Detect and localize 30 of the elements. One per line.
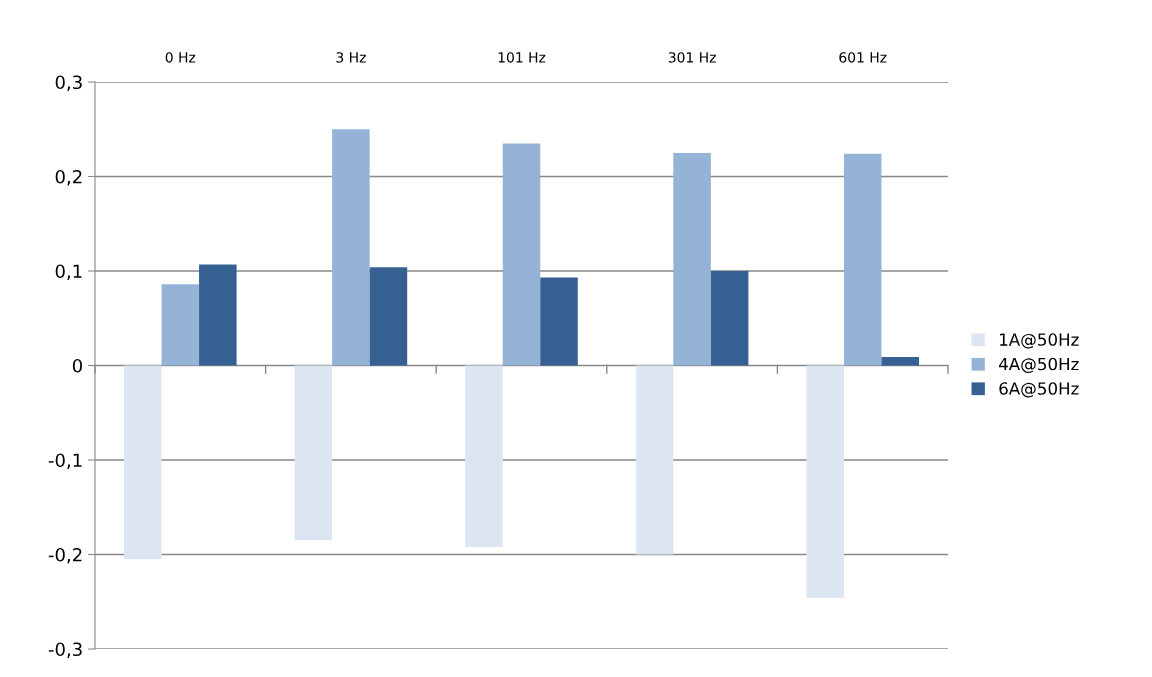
legend-label: 1A@50Hz (1000, 333, 1079, 349)
legend-label: 6A@50Hz (999, 382, 1079, 398)
bar (161, 284, 200, 366)
y-tick-label: -0,1 (48, 453, 82, 469)
bar (843, 153, 882, 366)
bar (199, 264, 237, 366)
bar (710, 271, 749, 366)
x-tick-label: 101 Hz (498, 52, 546, 63)
legend-label: 4A@50Hz (999, 357, 1079, 373)
x-tick-label: 3 Hz (336, 52, 366, 63)
bar (332, 129, 370, 366)
x-tick-label: 301 Hz (668, 52, 716, 63)
y-tick-label: 0,2 (55, 169, 82, 186)
bar (806, 365, 844, 598)
bar (124, 365, 162, 560)
y-tick-label: -0,3 (48, 642, 82, 658)
bar (881, 356, 919, 366)
y-tick-label: 0,1 (55, 264, 82, 280)
y-tick-label: 0 (72, 358, 82, 373)
bar (635, 365, 674, 555)
y-tick-label: 0,3 (55, 75, 82, 91)
bar (673, 152, 711, 366)
bar (502, 143, 541, 366)
bar (465, 365, 503, 547)
x-tick-label: 601 Hz (839, 52, 887, 63)
bar (294, 365, 333, 541)
bar (540, 277, 578, 366)
bar (369, 267, 408, 366)
x-tick-label: 0 Hz (165, 52, 196, 63)
y-tick-label: -0,2 (48, 547, 82, 564)
